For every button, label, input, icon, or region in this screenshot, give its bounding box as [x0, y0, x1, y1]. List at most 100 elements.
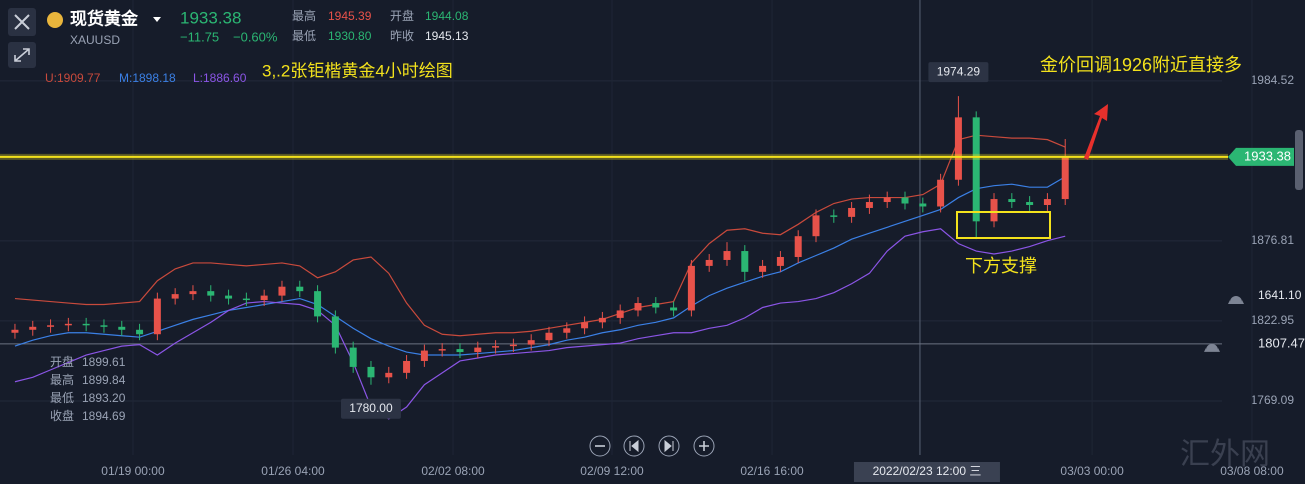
candle-body — [296, 286, 304, 292]
price: 1933.38 — [180, 8, 241, 27]
candle-body — [118, 326, 126, 330]
stat-label: 最高 — [292, 8, 316, 23]
candle-body — [865, 202, 873, 208]
candle-body — [1061, 156, 1069, 200]
candle-body — [242, 298, 250, 301]
x-tick-label: 02/16 16:00 — [740, 464, 804, 478]
candle-body — [634, 303, 642, 311]
candle-body — [349, 347, 357, 367]
change: −11.75 — [180, 29, 219, 44]
candle-body — [919, 203, 927, 207]
candle-body — [136, 329, 144, 335]
info-value: 1893.20 — [82, 391, 126, 405]
candle-body — [563, 328, 571, 333]
annotation: 下方支撑 — [965, 256, 1037, 276]
x-tick-label: 03/08 08:00 — [1220, 464, 1284, 478]
prev-icon — [629, 439, 639, 453]
alert-label: 1807.47 — [1258, 335, 1305, 350]
candle-body — [901, 197, 909, 204]
info-label: 收盘 — [50, 408, 74, 423]
x-tick-label: 02/09 12:00 — [580, 464, 644, 478]
legend-entry: U:1909.77 — [45, 71, 101, 85]
stat-value: 1945.13 — [425, 29, 469, 43]
x-tick-label: 01/19 00:00 — [101, 464, 165, 478]
candle-body — [812, 215, 820, 237]
arrow — [1084, 104, 1108, 160]
support-box — [956, 211, 1051, 239]
band-line — [14, 228, 1066, 420]
dropdown-icon[interactable] — [153, 17, 161, 22]
candle-body — [420, 350, 428, 361]
legend-entry: M:1898.18 — [119, 71, 176, 85]
candle-body — [687, 265, 695, 311]
candle-body — [367, 366, 375, 378]
stat-label: 开盘 — [390, 8, 414, 23]
band-line — [14, 176, 1066, 356]
info-label: 最低 — [50, 391, 74, 405]
candle-body — [1026, 202, 1034, 205]
candle-body — [598, 317, 606, 323]
candle-body — [189, 291, 197, 295]
info-value: 1899.61 — [82, 355, 126, 369]
symbol: XAUUSD — [70, 33, 120, 47]
candle-body — [937, 179, 945, 207]
scrollbar — [1295, 130, 1303, 190]
candle-body — [652, 303, 660, 308]
candle-body — [545, 332, 553, 341]
zoom-out[interactable] — [589, 435, 611, 457]
y-tick-label: 1822.95 — [1251, 313, 1295, 327]
info-value: 1894.69 — [82, 409, 126, 423]
stat-value: 1945.39 — [328, 9, 372, 23]
candle-body — [403, 360, 411, 373]
x-tick-label: 01/26 04:00 — [261, 464, 325, 478]
candle-body — [438, 349, 446, 351]
change-pct: −0.60% — [233, 29, 278, 44]
candle-body — [1008, 199, 1016, 203]
watermark: 汇外网 — [1180, 438, 1270, 471]
candle-body — [331, 316, 339, 348]
candle-body — [100, 325, 108, 327]
candle-body — [171, 294, 179, 299]
crosshair-label: 2022/02/23 12:00 三 — [873, 464, 982, 478]
info-label: 开盘 — [50, 354, 74, 369]
candle-body — [260, 295, 268, 301]
candle-body — [82, 323, 90, 326]
candle-body — [848, 207, 856, 217]
candle-body — [741, 251, 749, 272]
next[interactable] — [658, 435, 680, 457]
candle-body — [759, 265, 767, 272]
crosshair-label-bg — [853, 462, 1000, 482]
next-icon — [664, 439, 674, 453]
candle-body — [723, 251, 731, 260]
candle-body — [11, 329, 19, 333]
candle-body — [474, 347, 482, 353]
candle-body — [509, 344, 517, 347]
candle-body — [29, 326, 37, 330]
zoom-in-icon — [699, 441, 709, 451]
candle-body — [794, 236, 802, 257]
x-tick-label: 02/02 08:00 — [421, 464, 485, 478]
x-tick-label: 03/03 00:00 — [1060, 464, 1124, 478]
extreme-label: 1974.29 — [937, 64, 981, 78]
price-tag-label: 1933.38 — [1244, 148, 1291, 163]
candle-body — [207, 291, 215, 296]
gold-icon — [47, 12, 63, 28]
prev[interactable] — [623, 435, 645, 457]
candle-body — [314, 291, 322, 317]
candle-body — [616, 310, 624, 318]
candle-body — [954, 117, 962, 180]
candle-body — [883, 197, 891, 203]
shrink-icon — [14, 48, 30, 62]
extreme-label: 1780.00 — [349, 401, 393, 415]
extreme-label-bg — [340, 398, 401, 419]
stat-value: 1944.08 — [425, 9, 469, 23]
stat-value: 1930.80 — [328, 29, 372, 43]
alert-note: 1641.10 — [1258, 288, 1302, 302]
zoom-in[interactable] — [693, 435, 715, 457]
instrument-name: 现货黄金 — [70, 8, 139, 28]
chart-title: 3,.2张钜楷黄金4小时绘图 — [262, 61, 453, 80]
bell-icon — [1204, 343, 1220, 352]
